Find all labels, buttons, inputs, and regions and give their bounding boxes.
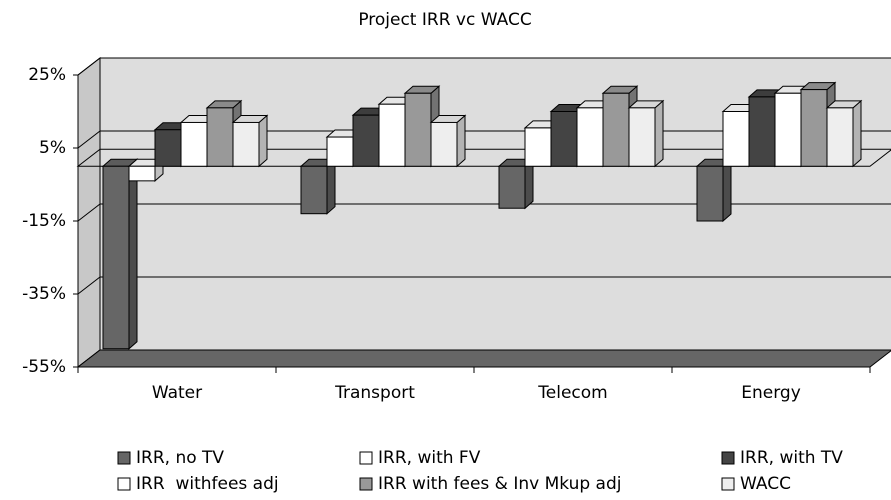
legend-swatch [359,451,373,465]
x-tick-label: Telecom [537,383,607,403]
legend-label: IRR with fees & Inv Mkup adj [378,474,621,494]
bar [378,103,406,167]
bar [300,165,328,215]
bar [748,96,776,167]
bar [154,129,182,167]
bar [524,127,552,167]
bar [430,121,458,167]
bar [800,89,828,167]
bar-3d [497,158,535,210]
y-tick-label: -35% [22,284,66,304]
bar-side [456,114,466,168]
legend-swatch [117,477,131,491]
legend-label: WACC [740,474,791,494]
x-tick-label: Water [152,383,202,403]
legend-swatch [117,451,131,465]
bar-3d [231,114,269,168]
legend-label: IRR, with TV [740,448,843,468]
bar [826,107,854,167]
y-tick-label: -55% [22,357,66,377]
bar [696,165,724,222]
bar-3d [627,99,665,168]
bar [206,107,234,167]
bar-side [654,99,664,168]
grid-line [77,203,891,222]
grid-line [77,276,891,295]
bar-side [852,99,862,168]
floor [76,349,891,368]
chart-title: Project IRR vc WACC [358,10,531,30]
bar-side [128,158,138,350]
y-tick-label: 25% [28,65,66,85]
legend-swatch [359,477,373,491]
bar [102,165,130,350]
x-tick-label: Energy [741,383,801,403]
bar [774,92,802,167]
bar [326,136,354,167]
bar-side [722,158,732,223]
bar [602,92,630,167]
bar-3d [695,158,733,223]
x-tick-label: Transport [334,383,415,403]
legend-label: IRR, with FV [378,448,481,468]
bar-3d [429,114,467,168]
bar [722,111,750,167]
grid-line [77,57,891,76]
legend-swatch [721,451,735,465]
bar [550,111,578,167]
legend-label: IRR withfees adj [136,474,279,494]
y-tick-label: 5% [39,138,66,158]
bar-3d [299,158,337,215]
bar [498,165,526,209]
bar [232,121,260,167]
bar-3d [101,158,139,350]
bar [404,92,432,167]
bar-3d [825,99,863,168]
bar [180,121,208,167]
bar [128,165,156,182]
bar [352,114,380,167]
legend-label: IRR, no TV [136,448,224,468]
bar-side [326,158,336,215]
legend-swatch [721,477,735,491]
bar [628,107,656,167]
y-tick-label: -15% [22,211,66,231]
bar-side [258,114,268,168]
bar [576,107,604,167]
